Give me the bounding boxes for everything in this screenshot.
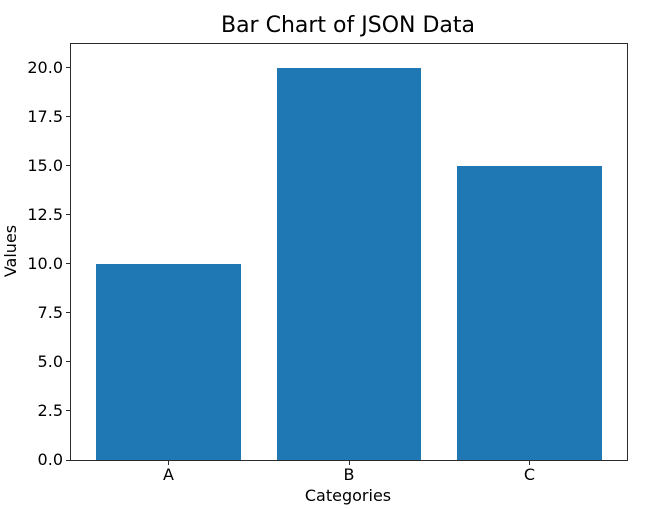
x-tick-label: A — [163, 465, 174, 484]
plot-area: 0.0 2.5 5.0 7.5 10.0 12.5 15.0 17.5 20.0 A B C — [27, 43, 628, 483]
y-tick-mark — [66, 410, 70, 412]
bar-A — [96, 263, 241, 460]
y-tick-label: 10.0 — [27, 253, 63, 273]
x-tick-mark — [529, 461, 530, 465]
x-tick-label: B — [343, 465, 355, 484]
y-tick-mark — [66, 116, 70, 118]
y-tick-label: 2.5 — [37, 400, 63, 420]
y-axis-label: Values — [1, 224, 20, 278]
y-tick-mark — [66, 67, 70, 68]
y-tick-label: 17.5 — [27, 106, 63, 126]
y-tick-mark — [66, 312, 70, 314]
y-tick-mark — [66, 214, 70, 216]
bar-C — [457, 165, 602, 460]
y-tick-label: 7.5 — [37, 302, 63, 322]
y-tick-mark — [66, 459, 70, 461]
y-tick-mark — [66, 165, 70, 167]
y-tick-label: 20.0 — [27, 57, 63, 77]
x-axis-label: Categories — [304, 486, 392, 505]
bar-B — [276, 67, 422, 460]
x-tick-mark — [348, 461, 350, 465]
y-tick-label: 15.0 — [27, 155, 63, 175]
y-tick-mark — [66, 263, 70, 265]
y-tick-label: 12.5 — [27, 204, 63, 224]
y-tick-label: 5.0 — [37, 351, 63, 371]
x-tick-label: C — [523, 465, 536, 484]
chart-title: Bar Chart of JSON Data — [220, 13, 475, 38]
y-tick-label: 0.0 — [37, 450, 63, 469]
y-tick-mark — [66, 361, 70, 363]
x-tick-mark — [168, 461, 169, 465]
